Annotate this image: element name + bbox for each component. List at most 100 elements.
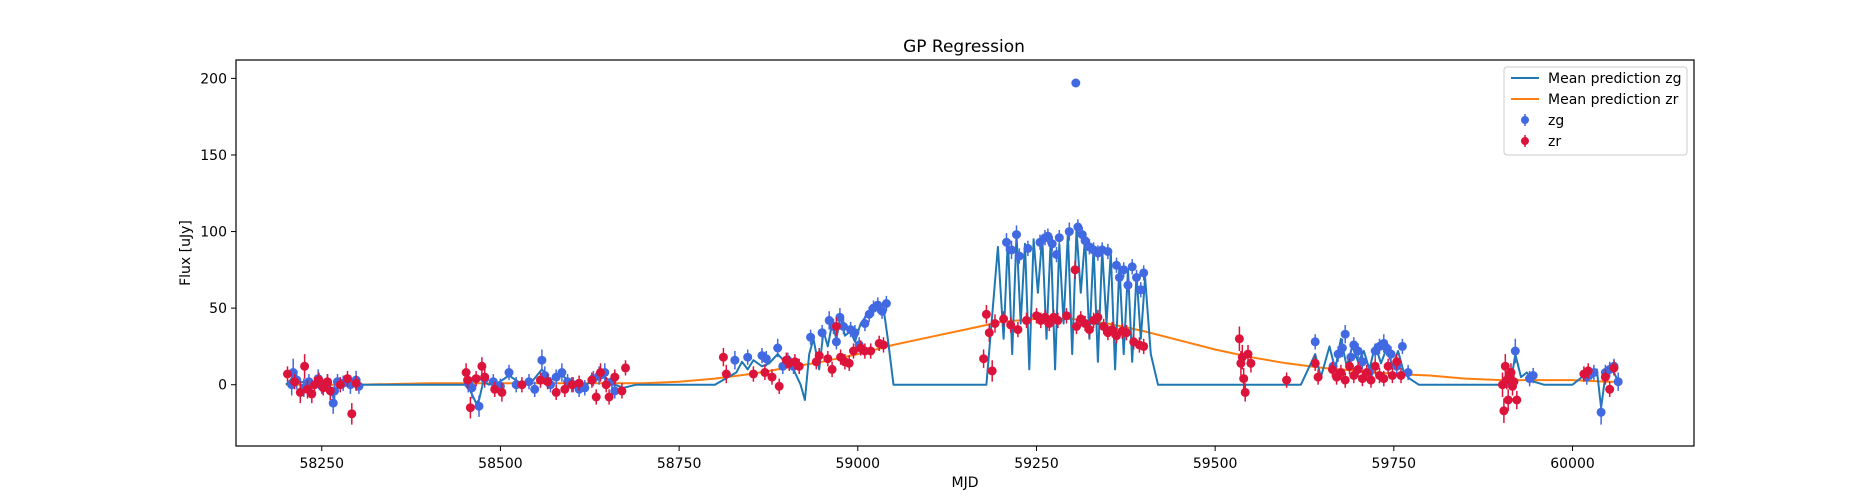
data-point-zg [557, 363, 567, 382]
data-point-zr [1062, 308, 1071, 324]
marker [1022, 315, 1031, 325]
data-point-zg [504, 364, 514, 381]
marker [1613, 377, 1623, 387]
data-point-zg [1071, 78, 1081, 88]
marker [831, 337, 841, 347]
legend: Mean prediction zg Mean prediction zr zg… [1503, 66, 1688, 156]
marker [474, 401, 484, 411]
marker [604, 392, 614, 402]
marker [1093, 312, 1103, 322]
marker [1403, 368, 1413, 377]
marker [536, 375, 545, 385]
data-point-zr [1345, 358, 1354, 374]
data-point-zr [471, 370, 481, 387]
marker [1392, 357, 1402, 367]
marker [1310, 358, 1320, 368]
marker [743, 352, 753, 362]
marker [351, 378, 361, 388]
x-axis: 58250 58500 58750 59000 59250 59500 59750 60000 [299, 446, 1595, 472]
data-point-zr [596, 363, 605, 382]
marker [300, 361, 310, 371]
y-tick-label: 50 [209, 301, 227, 317]
legend-label: Mean prediction zg [1548, 71, 1682, 87]
marker [987, 366, 997, 376]
marker [543, 377, 553, 387]
data-point-zr [551, 384, 561, 400]
data-point-zg [328, 392, 338, 414]
marker [1357, 357, 1367, 367]
data-point-zg [1054, 230, 1064, 246]
marker [827, 364, 837, 374]
data-point-zg [1525, 370, 1535, 387]
data-point-zr [844, 355, 854, 371]
marker [794, 361, 804, 371]
marker [1012, 230, 1021, 240]
data-point-zr [774, 378, 784, 394]
marker [1282, 375, 1292, 385]
x-tick-label: 59750 [1372, 456, 1417, 472]
data-point-zr [1093, 309, 1103, 325]
y-axis: 0 50 100 150 200 [200, 71, 236, 394]
data-point-zr [1340, 372, 1350, 388]
legend-item-zg: zg [1521, 113, 1564, 129]
marker [1103, 247, 1113, 256]
data-point-zg [1119, 262, 1129, 278]
data-point-zr [1353, 361, 1363, 378]
data-point-zg [743, 349, 753, 365]
marker [1340, 329, 1350, 339]
marker [814, 351, 824, 361]
marker [610, 386, 620, 396]
data-point-zr [849, 343, 858, 359]
data-point-zr [990, 314, 1000, 333]
marker [1337, 343, 1347, 353]
data-point-zr [1605, 381, 1615, 397]
marker [1073, 222, 1083, 232]
data-point-zr [1313, 369, 1323, 385]
marker [760, 368, 770, 377]
marker [557, 368, 567, 377]
data-point-zr [1122, 325, 1131, 341]
marker [1072, 322, 1081, 331]
legend-label: zg [1548, 113, 1564, 129]
data-point-zr [1246, 354, 1256, 373]
data-point-zr [718, 348, 728, 367]
data-point-zg [1340, 325, 1350, 344]
marker [1139, 341, 1149, 351]
x-tick-label: 60000 [1550, 456, 1595, 472]
data-point-zg [1002, 233, 1011, 252]
marker [617, 386, 627, 396]
marker [1583, 366, 1593, 376]
marker [1246, 358, 1256, 368]
data-point-zg [1127, 259, 1137, 275]
marker [504, 368, 514, 377]
marker [1119, 265, 1129, 275]
data-point-zr [823, 351, 833, 367]
marker [850, 328, 860, 338]
data-point-zr [1366, 372, 1376, 388]
marker [574, 378, 584, 388]
data-point-zr [587, 372, 597, 388]
data-point-zr [1070, 260, 1080, 279]
data-point-zr [1053, 312, 1063, 329]
data-point-zg [474, 395, 484, 417]
data-point-zr [490, 381, 500, 397]
data-point-zg [730, 351, 740, 370]
legend-item-zg-mean: Mean prediction zg [1511, 71, 1682, 87]
data-point-zg [1103, 243, 1113, 260]
axes-frame [235, 59, 1695, 447]
data-point-zg [1012, 225, 1021, 244]
marker [1070, 265, 1080, 275]
data-point-zr [621, 360, 630, 376]
data-point-zr [325, 381, 335, 400]
marker [718, 352, 728, 362]
data-point-zg [1123, 277, 1133, 293]
marker [591, 392, 601, 402]
y-tick-label: 100 [200, 225, 227, 241]
legend-label: zr [1548, 134, 1561, 150]
marker [984, 328, 994, 338]
marker [328, 398, 338, 408]
data-point-zr [1072, 318, 1081, 335]
marker [1234, 334, 1244, 344]
data-point-zg [1139, 265, 1149, 281]
data-point-zr [1084, 321, 1094, 338]
